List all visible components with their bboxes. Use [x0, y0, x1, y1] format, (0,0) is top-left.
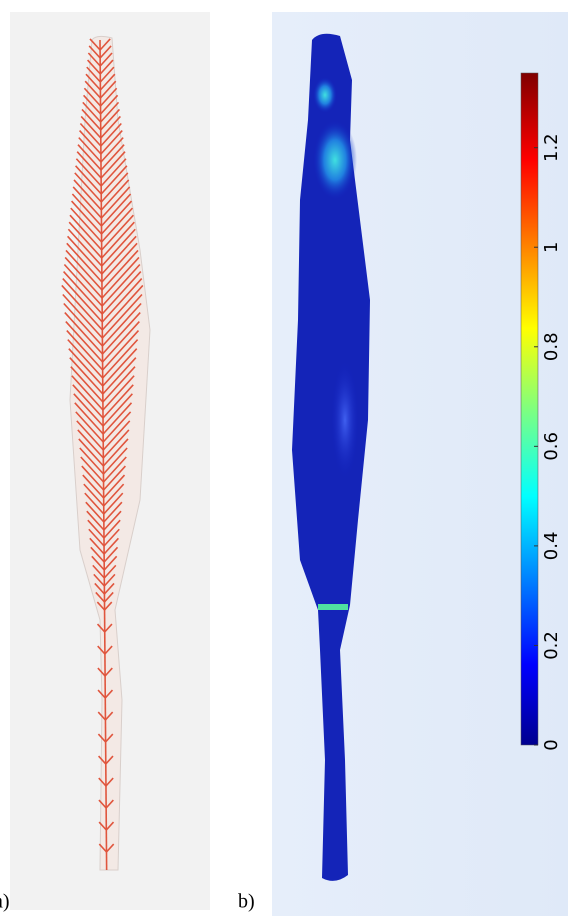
colorbar: [521, 73, 538, 745]
figure: a) b) 0 0.2 0.4 0.6 0.8 1 1.2: [0, 0, 568, 916]
colorbar-tick-label: 0.4: [541, 532, 562, 561]
colorbar-tick-label: 1.2: [541, 133, 562, 162]
colorbar-tick-label: 0.8: [541, 332, 562, 361]
colorbar-tick-label: 1: [541, 241, 562, 252]
field-highlight: [318, 604, 348, 610]
panel-label: a): [0, 891, 10, 913]
colorbar-tick-label: 0.2: [541, 631, 562, 660]
page: a) b) 00.20.40.60.811.2 (() => { const d…: [0, 0, 568, 916]
panel-label: b): [238, 891, 255, 913]
colorbar-tick-label: 0.6: [541, 432, 562, 461]
field-highlight: [331, 360, 359, 480]
field-highlight: [313, 77, 337, 113]
field-highlight: [313, 120, 357, 200]
colorbar-tick-label: 0: [541, 739, 562, 750]
